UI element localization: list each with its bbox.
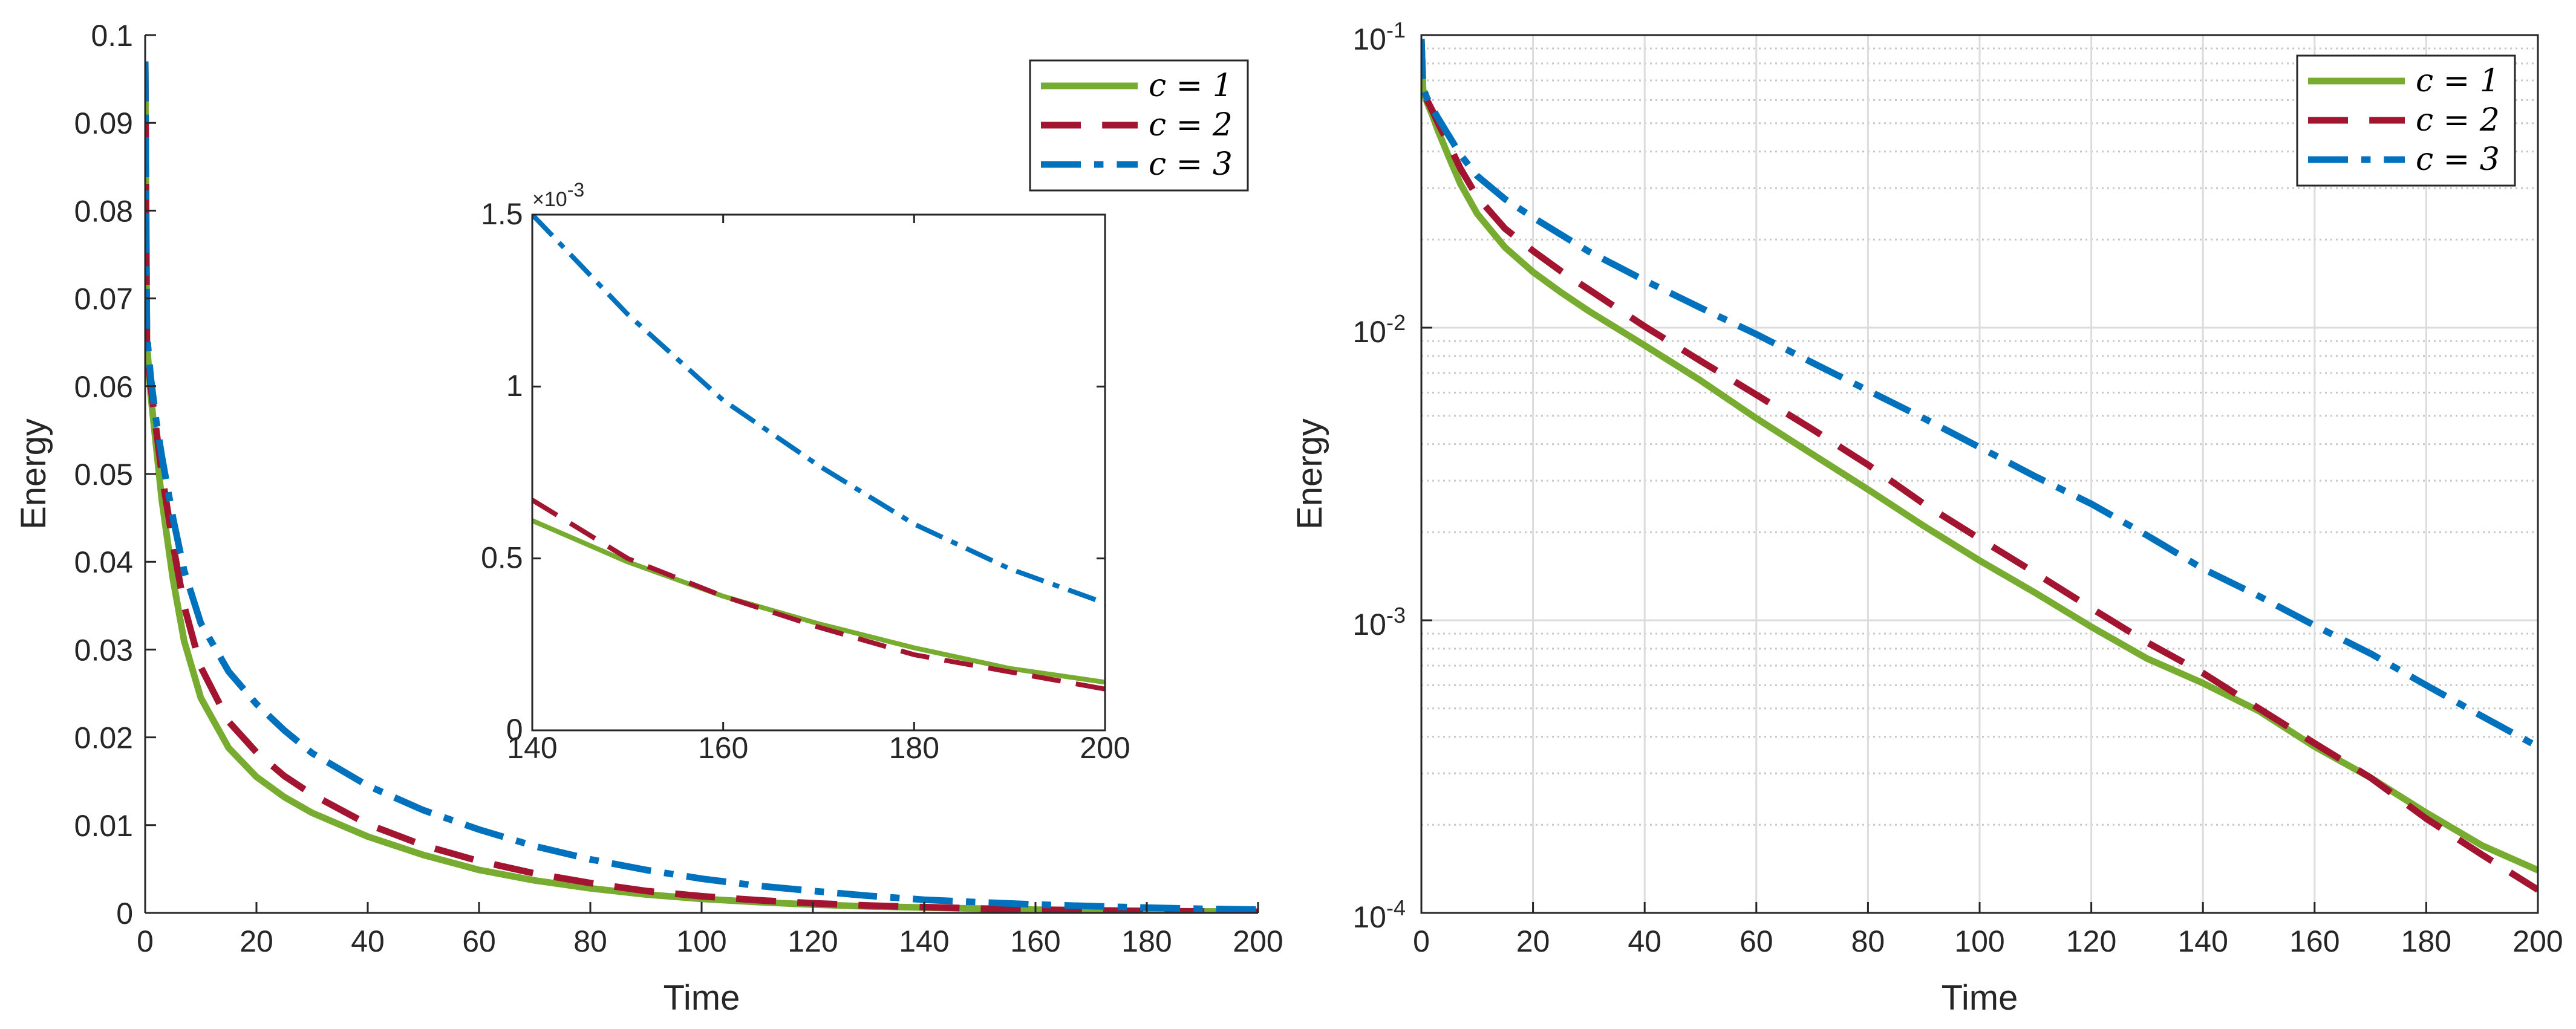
- inset-ytick-label: 1.5: [481, 197, 523, 231]
- log-xtick-label: 0: [1413, 924, 1430, 958]
- log-y-axis-label: Energy: [1290, 418, 1329, 530]
- log-legend: c = 1c = 2c = 3: [2296, 54, 2516, 187]
- log-xtick-label: 180: [2401, 924, 2451, 958]
- linear-xtick-label: 40: [351, 924, 385, 958]
- linear-y-axis-label: Energy: [14, 418, 53, 530]
- inset-y-exponent: ×10-3: [532, 179, 584, 211]
- linear-ytick-label: 0.05: [74, 458, 133, 492]
- log-energy-plot: 0 20 40 60 80 100 120 140 160 180 200 10-4 10-3 10-2 1…: [1290, 18, 2563, 1018]
- log-xtick-label: 60: [1740, 924, 1773, 958]
- linear-xtick-label: 120: [787, 924, 838, 958]
- inset-plot-area: [532, 215, 1105, 730]
- linear-ytick-label: 0.08: [74, 194, 133, 228]
- log-ytick-label: 10-2: [1352, 310, 1406, 349]
- linear-x-axis-label: Time: [664, 978, 740, 1018]
- linear-ytick-label: 0.02: [74, 721, 133, 755]
- log-xtick-label: 100: [1954, 924, 2004, 958]
- linear-ytick-label: 0.01: [74, 809, 133, 843]
- log-xtick-label: 20: [1516, 924, 1550, 958]
- log-xtick-label: 120: [2066, 924, 2116, 958]
- linear-ytick-label: 0: [116, 897, 133, 930]
- linear-legend-label-c1: c = 1: [1149, 68, 1233, 104]
- linear-legend-label-c3: c = 3: [1149, 146, 1233, 183]
- inset-zoom-plot: 140 160 180 200 0 0.5 1 1.5 ×10-3: [481, 179, 1130, 765]
- linear-xtick-label: 140: [899, 924, 949, 958]
- linear-xtick-label: 80: [573, 924, 607, 958]
- inset-xtick-label: 160: [698, 731, 748, 765]
- linear-xtick-label: 20: [240, 924, 273, 958]
- linear-ytick-label: 0.06: [74, 370, 133, 404]
- linear-xtick-label: 100: [676, 924, 726, 958]
- log-series-c3: [1421, 39, 2538, 750]
- inset-xtick-label: 140: [507, 731, 557, 765]
- log-ytick-label: 10-3: [1352, 603, 1406, 641]
- log-legend-label-c2: c = 2: [2416, 102, 2500, 138]
- log-series-c2: [1421, 39, 2538, 893]
- linear-xtick-label: 180: [1121, 924, 1172, 958]
- inset-ytick-label: 1: [506, 369, 523, 403]
- inset-axes-frame: [531, 213, 1106, 732]
- log-xtick-label: 140: [2177, 924, 2228, 958]
- linear-xtick-label: 60: [462, 924, 496, 958]
- log-xtick-label: 200: [2512, 924, 2563, 958]
- inset-ytick-label: 0.5: [481, 541, 523, 575]
- linear-legend-label-c2: c = 2: [1149, 107, 1233, 143]
- linear-xtick-label: 0: [137, 924, 154, 958]
- linear-ytick-label: 0.04: [74, 545, 133, 579]
- linear-series-c2: [145, 61, 1258, 913]
- linear-xtick-label: 160: [1010, 924, 1060, 958]
- linear-ytick-label: 0.03: [74, 633, 133, 667]
- log-legend-label-c1: c = 1: [2416, 63, 2500, 99]
- linear-series-c3: [145, 61, 1258, 913]
- log-xtick-label: 160: [2289, 924, 2340, 958]
- linear-legend: c = 1c = 2c = 3: [1029, 59, 1249, 192]
- log-legend-label-c3: c = 3: [2416, 141, 2500, 178]
- linear-ytick-label: 0.09: [74, 106, 133, 140]
- linear-ytick-label: 0.1: [91, 19, 133, 53]
- log-xtick-label: 40: [1628, 924, 1661, 958]
- log-ytick-label: 10-1: [1352, 18, 1406, 56]
- inset-xtick-label: 200: [1080, 731, 1130, 765]
- log-x-axis-label: Time: [1942, 978, 2018, 1018]
- inset-series-c2: [532, 498, 1105, 692]
- inset-xtick-label: 180: [889, 731, 939, 765]
- linear-xtick-label: 200: [1233, 924, 1283, 958]
- inset-ytick-label: 0: [506, 713, 523, 747]
- inset-series-c3: [532, 215, 1105, 606]
- log-ytick-label: 10-4: [1352, 895, 1406, 934]
- log-xtick-label: 80: [1851, 924, 1885, 958]
- inset-series-c1: [532, 518, 1105, 685]
- linear-ytick-label: 0.07: [74, 282, 133, 316]
